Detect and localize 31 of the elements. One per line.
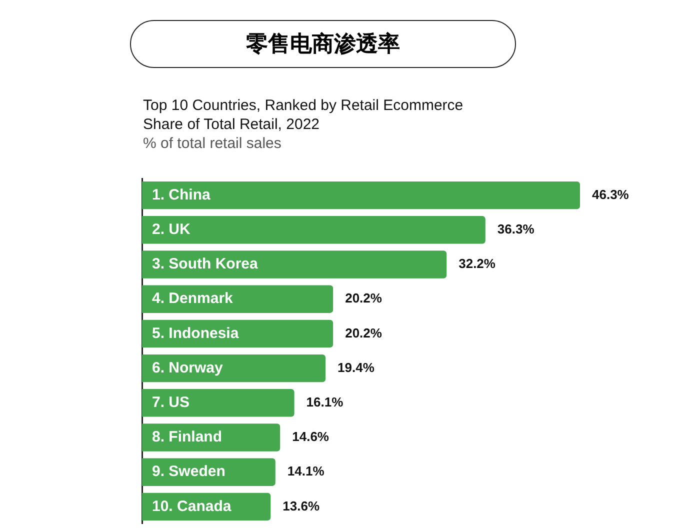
y-tick-label: 10. Canada [152,498,232,515]
y-tick-label: 3. South Korea [152,256,259,273]
y-tick-label: 5. Indonesia [152,324,240,342]
bar [142,181,580,210]
y-tick-label: 6. Norway [152,359,224,376]
bar [142,354,326,382]
bar [142,320,334,348]
y-tick-label: 8. Finland [152,428,222,446]
y-tick-label: 7. US [152,394,190,412]
bar [142,389,294,417]
x-axis-title: % of total retail sales [143,135,282,152]
y-tick-label: 1. China [152,186,211,204]
bar [142,424,280,452]
data-label: 20.2% [345,325,382,340]
data-label: 19.4% [338,360,375,375]
y-tick-label: 4. Denmark [152,290,234,308]
data-label: 14.6% [292,429,330,444]
bar [142,285,334,313]
y-tick-label: 2. UK [152,221,191,238]
data-label: 13.6% [282,498,320,514]
chart-title: 零售电商渗透率 [130,20,516,68]
bar [142,216,486,244]
data-label: 16.1% [306,394,344,410]
y-tick-label: 9. Sweden [152,463,226,480]
data-label: 46.3% [592,186,630,202]
data-label: 36.3% [497,221,535,236]
chart-subtitle: Top 10 Countries, Ranked by Retail Ecommerce Share of Total Retail, 2022 [143,96,464,134]
data-label: 32.2% [458,256,496,272]
bar [142,250,447,278]
data-label: 20.2% [345,290,382,306]
data-label: 14.1% [287,464,325,479]
